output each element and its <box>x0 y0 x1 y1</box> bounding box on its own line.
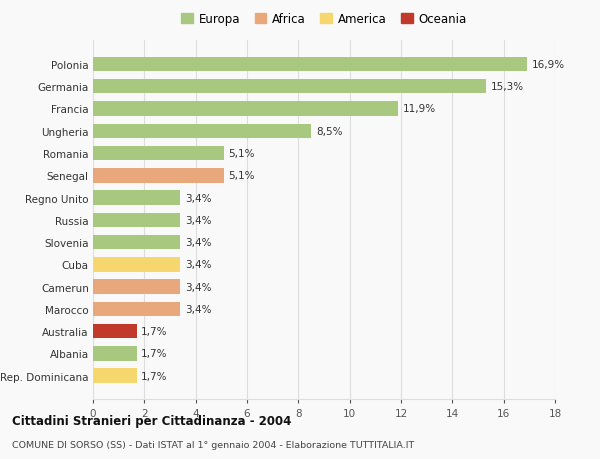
Bar <box>93 57 527 72</box>
Bar <box>93 146 224 161</box>
Bar <box>93 124 311 139</box>
Text: 3,4%: 3,4% <box>185 282 211 292</box>
Bar <box>93 347 137 361</box>
Bar <box>93 80 486 94</box>
Bar <box>93 213 180 228</box>
Bar <box>93 102 398 117</box>
Text: 1,7%: 1,7% <box>141 349 168 358</box>
Text: 3,4%: 3,4% <box>185 193 211 203</box>
Legend: Europa, Africa, America, Oceania: Europa, Africa, America, Oceania <box>179 11 469 28</box>
Bar <box>93 257 180 272</box>
Text: 5,1%: 5,1% <box>229 171 255 181</box>
Text: 16,9%: 16,9% <box>532 60 565 70</box>
Bar <box>93 280 180 294</box>
Text: 8,5%: 8,5% <box>316 127 342 136</box>
Text: 3,4%: 3,4% <box>185 260 211 270</box>
Text: 3,4%: 3,4% <box>185 215 211 225</box>
Text: COMUNE DI SORSO (SS) - Dati ISTAT al 1° gennaio 2004 - Elaborazione TUTTITALIA.I: COMUNE DI SORSO (SS) - Dati ISTAT al 1° … <box>12 441 414 449</box>
Text: Cittadini Stranieri per Cittadinanza - 2004: Cittadini Stranieri per Cittadinanza - 2… <box>12 414 292 428</box>
Text: 1,7%: 1,7% <box>141 371 168 381</box>
Bar <box>93 369 137 383</box>
Text: 5,1%: 5,1% <box>229 149 255 159</box>
Text: 3,4%: 3,4% <box>185 304 211 314</box>
Text: 1,7%: 1,7% <box>141 326 168 336</box>
Bar <box>93 168 224 183</box>
Bar <box>93 302 180 316</box>
Text: 3,4%: 3,4% <box>185 238 211 247</box>
Text: 11,9%: 11,9% <box>403 104 436 114</box>
Bar <box>93 191 180 205</box>
Bar <box>93 324 137 339</box>
Bar <box>93 235 180 250</box>
Text: 15,3%: 15,3% <box>490 82 523 92</box>
